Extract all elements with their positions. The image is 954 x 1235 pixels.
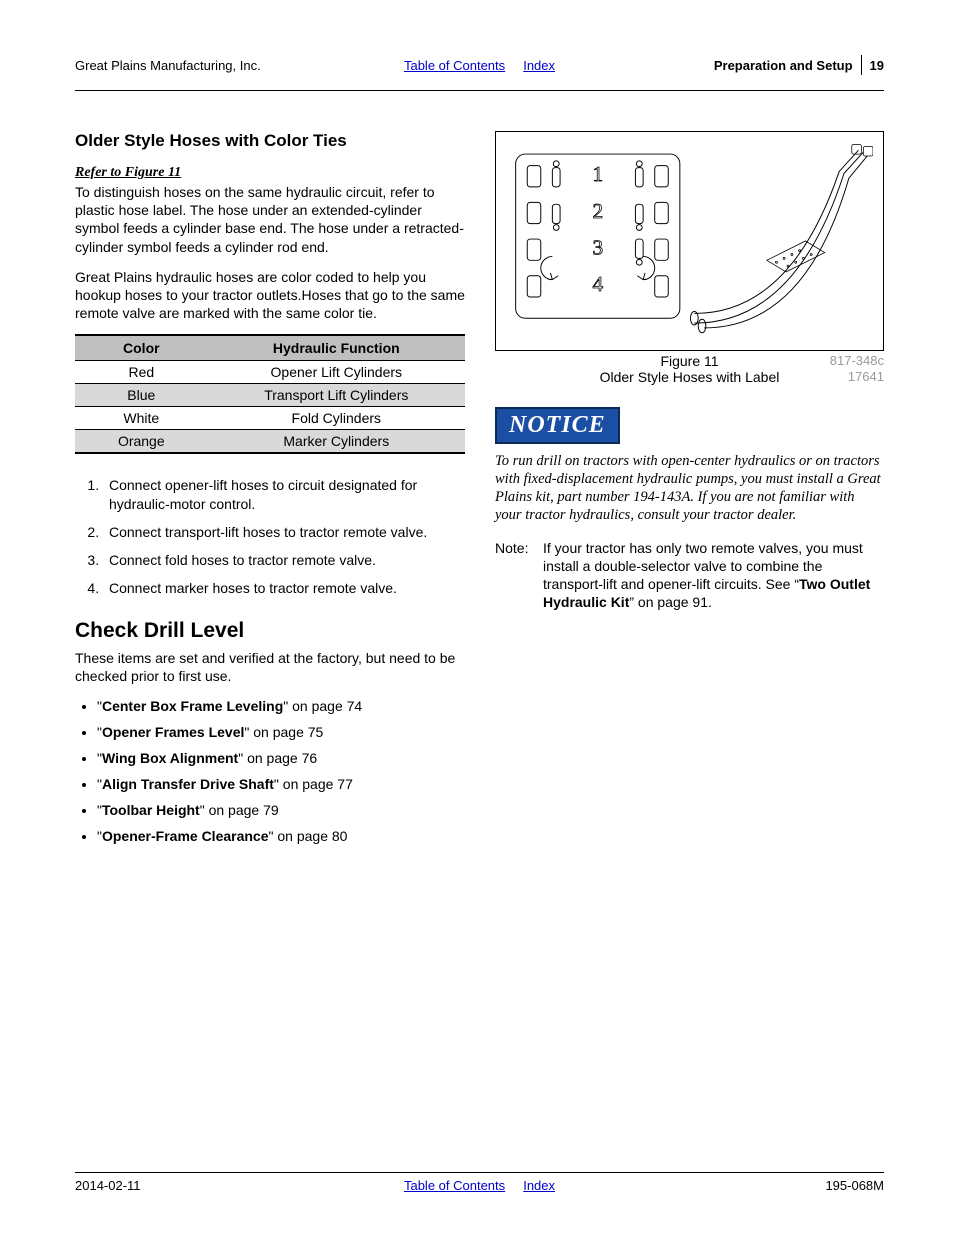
figure-title: Older Style Hoses with Label xyxy=(600,369,780,385)
section-name: Preparation and Setup xyxy=(714,58,853,73)
header-nav: Table of Contents Index xyxy=(345,58,615,73)
check-item-page: 77 xyxy=(337,776,353,792)
table-header-row: Color Hydraulic Function xyxy=(75,335,465,361)
step-item: Connect marker hoses to tractor remote v… xyxy=(103,579,465,597)
td-func: Transport Lift Cylinders xyxy=(208,384,465,407)
footer-nav: Table of Contents Index xyxy=(75,1178,884,1193)
toc-link[interactable]: Table of Contents xyxy=(404,58,505,73)
check-item-page: 76 xyxy=(302,750,318,766)
step-item: Connect transport-lift hoses to tractor … xyxy=(103,523,465,541)
figure-caption-center: Figure 11 Older Style Hoses with Label xyxy=(575,353,804,385)
note-label: Note: xyxy=(495,539,543,612)
footer-toc-link[interactable]: Table of Contents xyxy=(404,1178,505,1193)
td-color: Blue xyxy=(75,384,208,407)
check-item: "Center Box Frame Leveling" on page 74 xyxy=(97,698,465,714)
check-item-label: Center Box Frame Leveling xyxy=(102,698,283,714)
header-rule xyxy=(75,90,884,91)
td-color: White xyxy=(75,407,208,430)
paragraph-1: To distinguish hoses on the same hydraul… xyxy=(75,183,465,256)
check-item: "Wing Box Alignment" on page 76 xyxy=(97,750,465,766)
td-color: Orange xyxy=(75,430,208,454)
note-body: If your tractor has only two remote valv… xyxy=(543,539,884,612)
refer-figure: Refer to Figure 11 xyxy=(75,165,465,181)
check-item-label: Opener-Frame Clearance xyxy=(102,828,269,844)
header-divider xyxy=(861,55,862,75)
header-company: Great Plains Manufacturing, Inc. xyxy=(75,58,345,73)
figure-codes: 817-348c 17641 xyxy=(804,353,884,384)
paragraph-2: Great Plains hydraulic hoses are color c… xyxy=(75,268,465,323)
step-item: Connect fold hoses to tractor remote val… xyxy=(103,551,465,569)
steps-list: Connect opener-lift hoses to circuit des… xyxy=(75,476,465,597)
check-item-label: Toolbar Height xyxy=(102,802,200,818)
svg-text:4: 4 xyxy=(592,272,603,296)
figure-caption: Figure 11 Older Style Hoses with Label 8… xyxy=(495,353,884,385)
check-item-page: 75 xyxy=(308,724,324,740)
page-number: 19 xyxy=(870,58,884,73)
th-color: Color xyxy=(75,335,208,361)
check-item-label: Opener Frames Level xyxy=(102,724,244,740)
color-function-table: Color Hydraulic Function Red Opener Lift… xyxy=(75,334,465,454)
index-link[interactable]: Index xyxy=(523,58,555,73)
check-item: "Align Transfer Drive Shaft" on page 77 xyxy=(97,776,465,792)
check-item-page: 79 xyxy=(263,802,279,818)
table-row: Red Opener Lift Cylinders xyxy=(75,361,465,384)
table-row: Orange Marker Cylinders xyxy=(75,430,465,454)
check-item: "Opener Frames Level" on page 75 xyxy=(97,724,465,740)
check-item-label: Wing Box Alignment xyxy=(102,750,238,766)
td-func: Marker Cylinders xyxy=(208,430,465,454)
table-row: White Fold Cylinders xyxy=(75,407,465,430)
hose-label-diagram-icon: 1 2 3 4 xyxy=(506,142,873,340)
figure-11-box: 1 2 3 4 xyxy=(495,131,884,351)
td-func: Fold Cylinders xyxy=(208,407,465,430)
check-list: "Center Box Frame Leveling" on page 74 "… xyxy=(75,698,465,844)
check-drill-title: Check Drill Level xyxy=(75,619,465,643)
svg-text:2: 2 xyxy=(592,199,603,223)
left-column: Older Style Hoses with Color Ties Refer … xyxy=(75,131,465,854)
check-item-page: 74 xyxy=(347,698,363,714)
note-block: Note: If your tractor has only two remot… xyxy=(495,539,884,612)
check-item: "Opener-Frame Clearance" on page 80 xyxy=(97,828,465,844)
check-item-label: Align Transfer Drive Shaft xyxy=(102,776,274,792)
check-item-page: 80 xyxy=(332,828,348,844)
content-columns: Older Style Hoses with Color Ties Refer … xyxy=(75,131,884,854)
check-item: "Toolbar Height" on page 79 xyxy=(97,802,465,818)
figure-code2: 17641 xyxy=(848,369,884,384)
step-item: Connect opener-lift hoses to circuit des… xyxy=(103,476,465,512)
check-intro: These items are set and verified at the … xyxy=(75,649,465,685)
page-footer: 2014-02-11 Table of Contents Index 195-0… xyxy=(75,1172,884,1193)
svg-text:1: 1 xyxy=(592,162,603,186)
th-function: Hydraulic Function xyxy=(208,335,465,361)
notice-text: To run drill on tractors with open-cente… xyxy=(495,452,884,525)
page-header: Great Plains Manufacturing, Inc. Table o… xyxy=(75,55,884,90)
table-row: Blue Transport Lift Cylinders xyxy=(75,384,465,407)
footer-index-link[interactable]: Index xyxy=(523,1178,555,1193)
section-title-hoses: Older Style Hoses with Color Ties xyxy=(75,131,465,151)
td-color: Red xyxy=(75,361,208,384)
td-func: Opener Lift Cylinders xyxy=(208,361,465,384)
right-column: 1 2 3 4 xyxy=(495,131,884,854)
notice-badge: NOTICE xyxy=(495,407,620,444)
note-post: ” on page 91. xyxy=(629,594,712,610)
figure-code1: 817-348c xyxy=(830,353,884,368)
figure-label: Figure 11 xyxy=(660,353,718,369)
header-right: Preparation and Setup 19 xyxy=(614,55,884,75)
svg-text:3: 3 xyxy=(592,236,603,260)
